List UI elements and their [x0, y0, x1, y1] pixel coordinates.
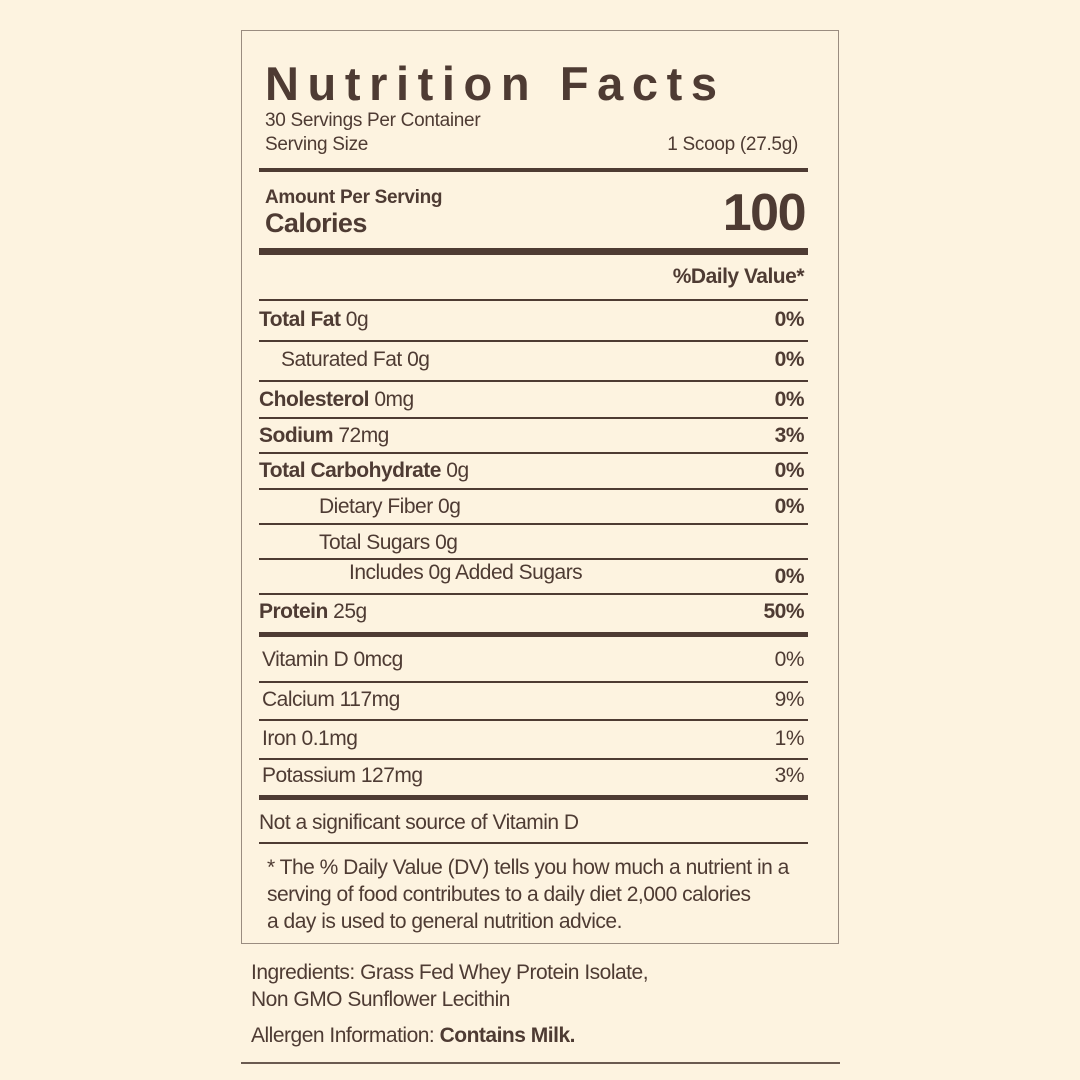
calories-label: Calories: [265, 208, 367, 238]
vitamin-row: Iron 0.1mg 1%: [259, 727, 805, 757]
nutrient-row: Saturated Fat 0g 0%: [259, 348, 805, 378]
nutrition-facts-panel: [241, 30, 839, 944]
nutrient-label: Sodium 72mg: [259, 424, 389, 448]
divider: [259, 842, 808, 844]
nutrient-label: Includes 0g Added Sugars: [349, 561, 583, 585]
footnote-line-1: * The % Daily Value (DV) tells you how m…: [267, 856, 789, 879]
divider: [259, 593, 808, 595]
amount-per-serving: Amount Per Serving: [265, 187, 443, 208]
vitamin-label: Iron 0.1mg: [262, 727, 358, 750]
nutrient-name: Dietary Fiber 0g: [319, 495, 461, 518]
vitamin-label: Potassium 127mg: [262, 764, 423, 787]
nutrient-daily-value: 0%: [774, 308, 805, 331]
divider-thick: [259, 795, 808, 800]
servings-per-container: 30 Servings Per Container: [265, 110, 481, 131]
label-title: Nutrition Facts: [265, 57, 726, 110]
nutrient-daily-value: 0%: [774, 459, 805, 482]
divider: [259, 488, 808, 490]
footnote-line-2: serving of food contributes to a daily d…: [267, 883, 751, 906]
vitamin-daily-value: 0%: [774, 648, 805, 671]
nutrient-amount: 0mg: [369, 388, 414, 411]
nutrient-name: Sodium: [259, 424, 334, 447]
daily-value-header: %Daily Value*: [672, 265, 805, 288]
nutrient-row: Protein 25g 50%: [259, 600, 804, 630]
nutrient-row: Sodium 72mg 3%: [259, 424, 805, 454]
nutrient-name: Total Sugars 0g: [319, 531, 458, 554]
divider: [259, 168, 808, 172]
divider: [259, 452, 808, 454]
nutrient-name: Protein: [259, 600, 328, 623]
nutrient-daily-value: 0%: [774, 495, 805, 518]
nutrient-amount: 25g: [327, 600, 367, 623]
divider: [259, 523, 808, 525]
nutrient-daily-value: 0%: [774, 388, 805, 411]
nutrient-name: Total Carbohydrate: [259, 459, 441, 482]
not-significant-note: Not a significant source of Vitamin D: [259, 811, 579, 834]
vitamin-row: Potassium 127mg 3%: [259, 764, 805, 794]
nutrient-label: Total Sugars 0g: [319, 531, 458, 555]
nutrient-label: Protein 25g: [259, 600, 367, 624]
nutrient-row: Total Sugars 0g: [259, 531, 804, 561]
divider: [259, 558, 808, 560]
nutrient-row: Dietary Fiber 0g 0%: [259, 495, 805, 525]
divider-thick: [259, 632, 808, 637]
allergen-value: Contains Milk.: [439, 1024, 576, 1047]
vitamin-daily-value: 3%: [774, 764, 805, 787]
vitamin-label: Vitamin D 0mcg: [262, 648, 403, 671]
nutrient-label: Cholesterol 0mg: [259, 388, 414, 412]
vitamin-daily-value: 9%: [774, 688, 805, 711]
divider-thick: [259, 248, 808, 255]
nutrient-name: Total Fat: [259, 308, 341, 331]
nutrient-label: Total Carbohydrate 0g: [259, 459, 469, 483]
divider: [259, 417, 808, 419]
nutrient-daily-value: 0%: [774, 565, 805, 588]
nutrient-label: Total Fat 0g: [259, 308, 369, 332]
nutrient-label: Dietary Fiber 0g: [319, 495, 461, 519]
vitamin-label: Calcium 117mg: [262, 688, 400, 711]
divider: [259, 758, 808, 760]
nutrient-row: Total Fat 0g 0%: [259, 308, 805, 338]
allergen-label: Allergen Information:: [251, 1024, 440, 1047]
divider: [259, 380, 808, 382]
vitamin-row: Vitamin D 0mcg 0%: [259, 648, 805, 678]
nutrient-row: Cholesterol 0mg 0%: [259, 388, 805, 418]
serving-size-value: 1 Scoop (27.5g): [667, 134, 798, 155]
nutrient-name: Saturated Fat 0g: [281, 348, 430, 371]
divider: [259, 719, 808, 721]
nutrient-amount: 0g: [440, 459, 469, 482]
nutrient-label: Saturated Fat 0g: [281, 348, 430, 372]
nutrient-daily-value: 50%: [763, 600, 804, 623]
bottom-divider: [241, 1062, 840, 1064]
ingredients-line-1: Ingredients: Grass Fed Whey Protein Isol…: [251, 961, 649, 984]
divider: [259, 299, 808, 301]
divider: [259, 681, 808, 683]
nutrient-name: Cholesterol: [259, 388, 370, 411]
nutrient-amount: 0g: [340, 308, 369, 331]
nutrient-amount: 72mg: [333, 424, 389, 447]
serving-size-label: Serving Size: [265, 134, 369, 155]
divider: [259, 340, 808, 342]
vitamin-row: Calcium 117mg 9%: [259, 688, 805, 718]
footnote-line-3: a day is used to general nutrition advic…: [267, 910, 622, 933]
ingredients-line-2: Non GMO Sunflower Lecithin: [251, 988, 510, 1011]
nutrient-daily-value: 0%: [774, 348, 805, 371]
allergen-info: Allergen Information: Contains Milk.: [251, 1024, 575, 1048]
nutrient-name: Includes 0g Added Sugars: [349, 561, 583, 584]
calories-value: 100: [722, 184, 807, 242]
vitamin-daily-value: 1%: [774, 727, 805, 750]
nutrient-daily-value: 3%: [774, 424, 805, 447]
nutrient-row: Includes 0g Added Sugars 0%: [259, 561, 805, 591]
nutrient-row: Total Carbohydrate 0g 0%: [259, 459, 805, 489]
